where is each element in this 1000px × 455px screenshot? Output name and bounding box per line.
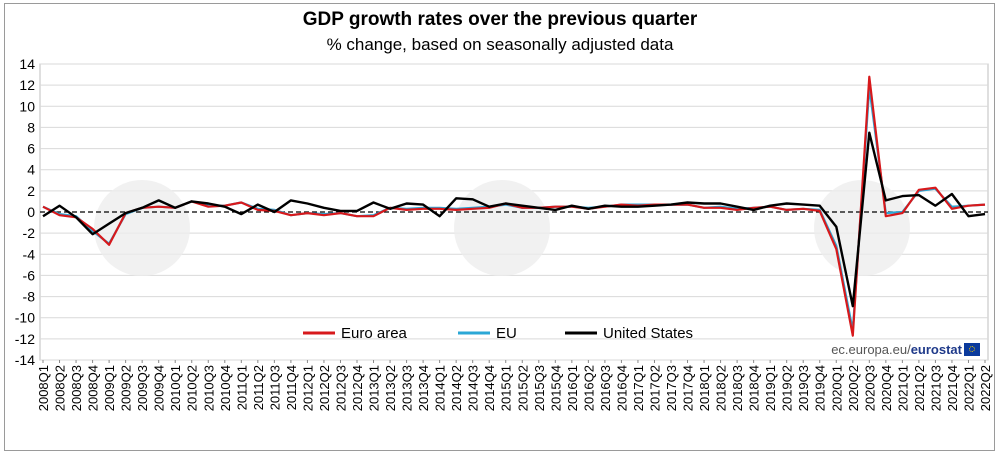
legend-label: EU <box>496 325 517 342</box>
x-tick-label: 2015Q2 <box>515 365 530 411</box>
x-tick-label: 2017Q3 <box>664 365 679 411</box>
y-tick-label: -14 <box>15 352 35 368</box>
x-tick-label: 2013Q1 <box>367 365 382 411</box>
x-tick-label: 2010Q1 <box>168 365 183 411</box>
chart-title: GDP growth rates over the previous quart… <box>302 9 698 30</box>
watermarks <box>94 180 910 276</box>
y-tick-label: -10 <box>15 310 35 326</box>
x-tick-label: 2012Q4 <box>350 365 365 411</box>
source-url: ec.europa.eu/ <box>831 342 911 357</box>
x-tick-label: 2008Q2 <box>53 365 68 411</box>
x-tick-label: 2015Q3 <box>532 365 547 411</box>
x-tick-label: 2016Q2 <box>581 365 596 411</box>
x-tick-label: 2015Q1 <box>499 365 514 411</box>
y-tick-label: -6 <box>23 267 36 283</box>
x-tick-label: 2012Q1 <box>300 365 315 411</box>
watermark-logo <box>454 180 550 276</box>
x-tick-label: 2017Q1 <box>631 365 646 411</box>
x-tick-label: 2014Q2 <box>449 365 464 411</box>
x-tick-label: 2015Q4 <box>548 365 563 411</box>
x-tick-label: 2009Q4 <box>152 365 167 411</box>
x-tick-label: 2011Q2 <box>251 365 266 410</box>
x-tick-label: 2013Q2 <box>383 365 398 411</box>
x-tick-label: 2013Q4 <box>416 365 431 411</box>
source-credit[interactable]: ec.europa.eu/eurostat <box>831 342 962 357</box>
x-tick-label: 2019Q2 <box>780 365 795 411</box>
legend-label: Euro area <box>341 325 408 342</box>
x-tick-label: 2018Q2 <box>714 365 729 411</box>
x-tick-label: 2010Q4 <box>218 365 233 411</box>
legend: Euro area EU United States <box>303 325 693 342</box>
x-tick-label: 2008Q3 <box>69 365 84 411</box>
x-tick-label: 2014Q3 <box>466 365 481 411</box>
x-tick-label: 2009Q3 <box>135 365 150 411</box>
y-tick-label: 14 <box>19 56 35 72</box>
y-tick-label: -8 <box>23 289 36 305</box>
y-tick-label: 2 <box>27 183 35 199</box>
y-tick-label: 8 <box>27 119 35 135</box>
chart-subtitle: % change, based on seasonally adjusted d… <box>326 35 674 54</box>
y-axis: 14 12 10 8 6 4 2 0 -2 -4 -6 -8 -10 -12 -14 <box>15 56 35 368</box>
x-tick-label: 2011Q3 <box>267 365 282 410</box>
chart-frame <box>4 3 995 451</box>
x-tick-label: 2017Q2 <box>647 365 662 411</box>
watermark-logo <box>94 180 190 276</box>
x-tick-label: 2022Q2 <box>978 365 993 411</box>
x-tick-label: 2010Q2 <box>185 365 200 411</box>
x-tick-label: 2021Q4 <box>945 365 960 411</box>
x-tick-label: 2008Q1 <box>36 365 51 411</box>
x-tick-label: 2009Q2 <box>119 365 134 411</box>
y-tick-label: 6 <box>27 141 35 157</box>
x-tick-label: 2021Q1 <box>895 365 910 411</box>
y-tick-label: 4 <box>27 162 35 178</box>
x-tick-label: 2016Q1 <box>565 365 580 411</box>
x-axis: 2008Q1 2008Q2 2008Q3 2008Q4 2009Q1 2009Q2 2009… <box>36 360 993 411</box>
x-tick-label: 2017Q4 <box>681 365 696 411</box>
x-tick-label: 2016Q4 <box>614 365 629 411</box>
x-tick-label: 2018Q3 <box>730 365 745 411</box>
x-tick-label: 2020Q3 <box>862 365 877 411</box>
x-tick-label: 2008Q4 <box>86 365 101 411</box>
x-tick-label: 2009Q1 <box>102 365 117 411</box>
x-tick-label: 2012Q3 <box>333 365 348 411</box>
y-tick-label: -2 <box>23 225 36 241</box>
x-tick-label: 2021Q3 <box>928 365 943 411</box>
y-tick-label: -4 <box>23 246 36 262</box>
series-line-united-states <box>42 131 986 308</box>
y-tick-label: 0 <box>27 204 35 220</box>
y-tick-label: -12 <box>15 331 35 347</box>
x-tick-label: 2020Q2 <box>846 365 861 411</box>
x-tick-label: 2018Q1 <box>697 365 712 411</box>
x-tick-label: 2011Q1 <box>234 365 249 410</box>
x-tick-label: 2020Q1 <box>829 365 844 411</box>
x-tick-label: 2019Q4 <box>813 365 828 411</box>
x-tick-label: 2011Q4 <box>284 365 299 410</box>
x-tick-label: 2013Q3 <box>400 365 415 411</box>
legend-label: United States <box>603 325 693 342</box>
x-tick-label: 2019Q1 <box>763 365 778 411</box>
source-brand: eurostat <box>910 342 962 357</box>
eu-flag-icon <box>964 343 980 356</box>
x-tick-label: 2016Q3 <box>598 365 613 411</box>
x-tick-label: 2010Q3 <box>201 365 216 411</box>
x-tick-label: 2021Q2 <box>912 365 927 411</box>
series-lines <box>42 75 986 337</box>
x-tick-label: 2012Q2 <box>317 365 332 411</box>
x-tick-label: 2018Q4 <box>747 365 762 411</box>
y-tick-label: 12 <box>19 77 35 93</box>
x-tick-label: 2019Q3 <box>796 365 811 411</box>
x-tick-label: 2014Q1 <box>433 365 448 411</box>
x-tick-label: 2014Q4 <box>482 365 497 411</box>
y-tick-label: 10 <box>19 98 35 114</box>
x-tick-label: 2022Q1 <box>961 365 976 411</box>
x-tick-label: 2020Q4 <box>879 365 894 411</box>
